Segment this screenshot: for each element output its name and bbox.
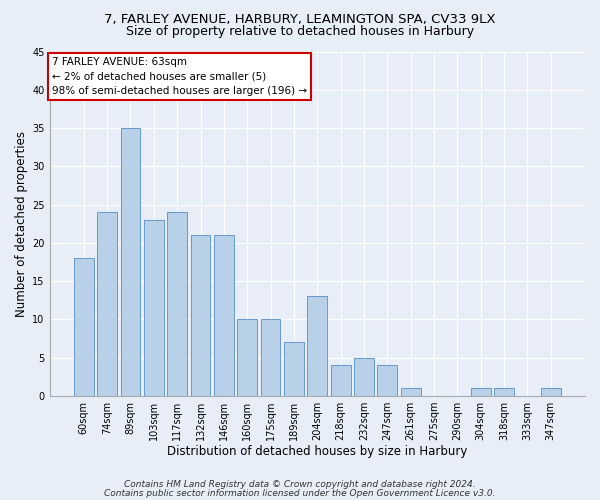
Bar bbox=[284, 342, 304, 396]
Bar bbox=[331, 366, 350, 396]
Bar bbox=[354, 358, 374, 396]
Bar bbox=[97, 212, 117, 396]
Y-axis label: Number of detached properties: Number of detached properties bbox=[15, 130, 28, 316]
Bar bbox=[307, 296, 327, 396]
Bar bbox=[214, 235, 234, 396]
Bar bbox=[471, 388, 491, 396]
Bar bbox=[494, 388, 514, 396]
Bar bbox=[377, 366, 397, 396]
Bar bbox=[144, 220, 164, 396]
Bar bbox=[237, 320, 257, 396]
Text: 7 FARLEY AVENUE: 63sqm
← 2% of detached houses are smaller (5)
98% of semi-detac: 7 FARLEY AVENUE: 63sqm ← 2% of detached … bbox=[52, 56, 307, 96]
Bar bbox=[191, 235, 211, 396]
Bar bbox=[401, 388, 421, 396]
Bar bbox=[74, 258, 94, 396]
Text: 7, FARLEY AVENUE, HARBURY, LEAMINGTON SPA, CV33 9LX: 7, FARLEY AVENUE, HARBURY, LEAMINGTON SP… bbox=[104, 12, 496, 26]
Text: Contains HM Land Registry data © Crown copyright and database right 2024.: Contains HM Land Registry data © Crown c… bbox=[124, 480, 476, 489]
Bar bbox=[541, 388, 560, 396]
X-axis label: Distribution of detached houses by size in Harbury: Distribution of detached houses by size … bbox=[167, 444, 467, 458]
Text: Contains public sector information licensed under the Open Government Licence v3: Contains public sector information licen… bbox=[104, 488, 496, 498]
Bar bbox=[260, 320, 280, 396]
Text: Size of property relative to detached houses in Harbury: Size of property relative to detached ho… bbox=[126, 25, 474, 38]
Bar bbox=[121, 128, 140, 396]
Bar bbox=[167, 212, 187, 396]
